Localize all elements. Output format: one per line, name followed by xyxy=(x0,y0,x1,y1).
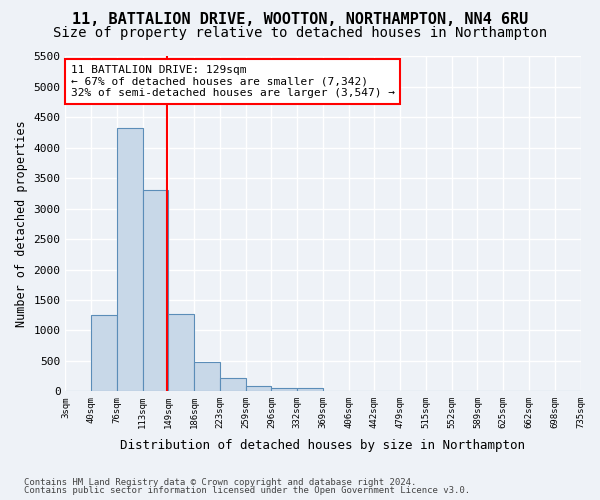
Bar xyxy=(297,388,323,392)
Bar xyxy=(194,362,220,392)
Bar xyxy=(245,386,271,392)
Bar xyxy=(143,190,169,392)
Text: 11 BATTALION DRIVE: 129sqm
← 67% of detached houses are smaller (7,342)
32% of s: 11 BATTALION DRIVE: 129sqm ← 67% of deta… xyxy=(71,65,395,98)
Text: Contains public sector information licensed under the Open Government Licence v3: Contains public sector information licen… xyxy=(24,486,470,495)
Text: 11, BATTALION DRIVE, WOOTTON, NORTHAMPTON, NN4 6RU: 11, BATTALION DRIVE, WOOTTON, NORTHAMPTO… xyxy=(72,12,528,28)
Bar xyxy=(220,378,245,392)
Bar xyxy=(117,128,143,392)
Text: Size of property relative to detached houses in Northampton: Size of property relative to detached ho… xyxy=(53,26,547,40)
Bar xyxy=(271,388,297,392)
Bar xyxy=(169,314,194,392)
X-axis label: Distribution of detached houses by size in Northampton: Distribution of detached houses by size … xyxy=(121,440,526,452)
Text: Contains HM Land Registry data © Crown copyright and database right 2024.: Contains HM Land Registry data © Crown c… xyxy=(24,478,416,487)
Y-axis label: Number of detached properties: Number of detached properties xyxy=(15,120,28,327)
Bar xyxy=(91,315,117,392)
